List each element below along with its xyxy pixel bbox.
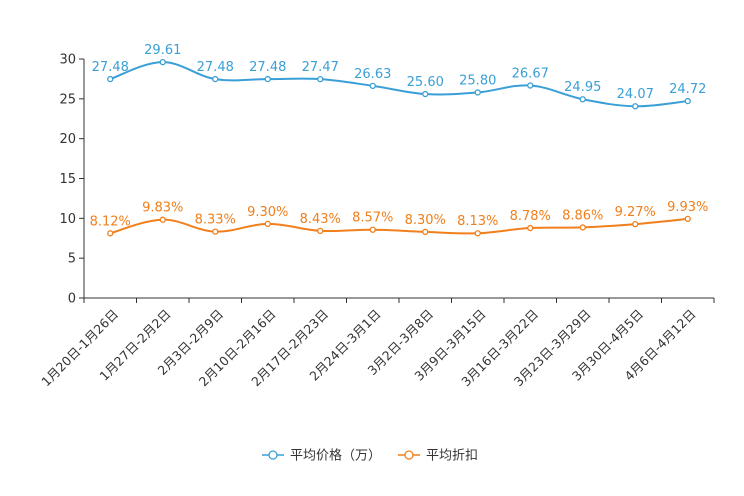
data-point[interactable] xyxy=(474,230,481,237)
y-tick-label: 10 xyxy=(59,212,76,227)
data-point[interactable] xyxy=(632,220,639,228)
data-label: 25.60 xyxy=(407,75,444,90)
data-label: 8.43% xyxy=(300,212,341,227)
data-point[interactable] xyxy=(422,228,429,236)
series-layer: 27.48 29.61 27.48 27.48 27.47 26.63 25.60 25.80… xyxy=(90,43,708,237)
data-point[interactable] xyxy=(527,224,534,232)
data-point[interactable] xyxy=(369,82,376,89)
data-label: 9.93% xyxy=(667,200,708,215)
series-1: 27.48 29.61 27.48 27.48 27.47 26.63 25.60 25.80… xyxy=(92,43,706,110)
data-label: 8.57% xyxy=(352,211,393,226)
data-point[interactable] xyxy=(159,216,166,223)
data-label: 9.27% xyxy=(615,205,656,220)
data-label: 9.30% xyxy=(247,205,288,220)
data-label: 24.95 xyxy=(564,80,601,95)
y-tick-label: 25 xyxy=(59,92,76,107)
series-line xyxy=(109,61,688,108)
legend-marker-icon xyxy=(268,450,278,460)
data-label: 27.47 xyxy=(302,60,339,75)
data-label: 26.63 xyxy=(354,67,391,82)
data-point[interactable] xyxy=(107,230,114,237)
data-point[interactable] xyxy=(684,215,691,223)
data-label: 27.48 xyxy=(92,60,129,75)
data-point[interactable] xyxy=(317,76,324,83)
data-label: 8.33% xyxy=(195,213,236,228)
series-line xyxy=(109,217,688,235)
data-point[interactable] xyxy=(632,103,639,110)
data-point[interactable] xyxy=(317,227,324,234)
legend-item-2[interactable]: 平均折扣 xyxy=(398,449,478,464)
legend-label: 平均价格（万） xyxy=(290,448,381,464)
data-point[interactable] xyxy=(212,228,219,235)
data-point[interactable] xyxy=(684,97,691,105)
data-label: 8.13% xyxy=(457,214,498,229)
data-label: 27.48 xyxy=(197,60,234,75)
data-point[interactable] xyxy=(474,89,481,96)
data-point[interactable] xyxy=(264,220,271,228)
y-tick-label: 30 xyxy=(59,53,76,68)
series-2: 8.12% 9.83% 8.33% 9.30% 8.43% 8.57% 8.30% 8.13%… xyxy=(90,200,708,237)
data-point[interactable] xyxy=(579,96,586,103)
data-label: 8.78% xyxy=(510,209,551,224)
data-label: 26.67 xyxy=(512,67,549,82)
data-point[interactable] xyxy=(107,75,114,83)
y-tick-label: 0 xyxy=(68,292,76,307)
y-tick-label: 20 xyxy=(59,132,76,147)
data-point[interactable] xyxy=(527,82,534,89)
y-axis: 0 5 10 15 20 25 30 xyxy=(59,53,85,307)
legend-label: 平均折扣 xyxy=(426,449,478,464)
data-label: 8.30% xyxy=(405,213,446,228)
data-label: 9.83% xyxy=(142,201,183,216)
data-label: 24.72 xyxy=(669,82,706,97)
y-tick-label: 5 xyxy=(68,252,76,267)
legend[interactable]: 平均价格（万） 平均折扣 xyxy=(262,448,478,464)
data-point[interactable] xyxy=(159,58,166,66)
x-axis: 1月20日-1月26日1月27日-2月2日2月3日-2月9日2月10日-2月16… xyxy=(38,297,715,389)
data-label: 25.80 xyxy=(459,73,496,88)
data-label: 8.12% xyxy=(90,214,131,229)
data-label: 27.48 xyxy=(249,60,286,75)
y-tick-label: 15 xyxy=(59,172,76,187)
data-point[interactable] xyxy=(212,75,219,83)
data-label: 24.07 xyxy=(617,87,654,102)
data-label: 8.86% xyxy=(562,208,603,223)
legend-item-1[interactable]: 平均价格（万） xyxy=(262,448,381,464)
data-point[interactable] xyxy=(369,226,376,233)
data-point[interactable] xyxy=(264,75,271,83)
data-label: 29.61 xyxy=(144,43,181,58)
legend-marker-icon xyxy=(404,450,414,460)
data-point[interactable] xyxy=(579,224,586,231)
data-point[interactable] xyxy=(422,90,429,98)
